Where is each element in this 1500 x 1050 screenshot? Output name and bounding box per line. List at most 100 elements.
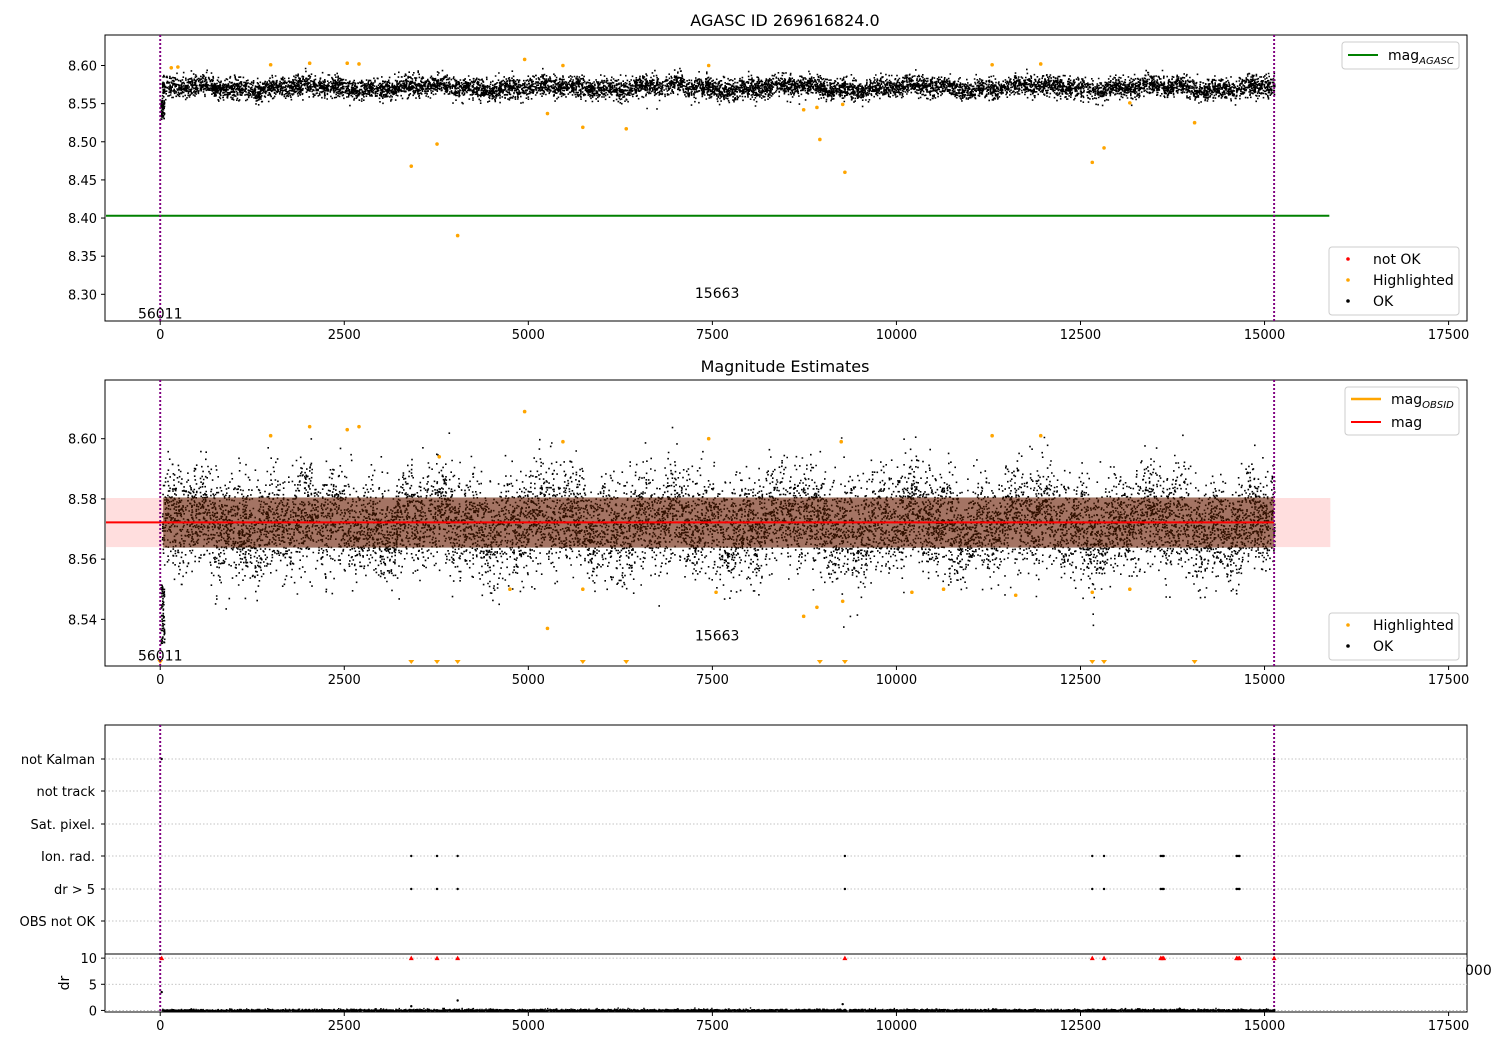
highlighted-point (176, 65, 180, 69)
highlighted-point (357, 62, 361, 66)
dr-capped-marker (1271, 955, 1277, 961)
highlighted-point (435, 142, 439, 146)
flag-point (1091, 887, 1094, 891)
x-tick-label: 17500 (1428, 673, 1469, 688)
flag-point (1238, 887, 1241, 891)
panel2-annotation-mid: 15663 (695, 628, 740, 644)
x-tick-label: 12500 (1060, 328, 1101, 343)
x-tick-label: 12500 (1060, 673, 1101, 688)
highlighted-point (307, 424, 312, 429)
legend-highlighted-marker (1346, 278, 1350, 282)
panel2-plot-area (106, 380, 1331, 666)
x-tick-label: 12500 (1060, 1019, 1101, 1034)
panel3-category-labels: not Kalman not track Sat. pixel. Ion. rad. d… (20, 753, 105, 930)
legend-agasc-label: magAGASC (1388, 48, 1454, 67)
dr-points (161, 1007, 1276, 1012)
flag-point (1162, 854, 1165, 858)
highlighted-point (990, 62, 994, 67)
x-tick-label: 10000 (876, 673, 917, 688)
dr-outlier (841, 1002, 844, 1006)
y-tick-label: 8.50 (68, 136, 97, 151)
legend2-ok-marker (1346, 644, 1350, 648)
flag-point (456, 854, 459, 858)
highlighted-point (345, 427, 350, 432)
y-tick-label: 8.58 (68, 493, 97, 508)
below-range-marker (1089, 660, 1096, 664)
x-tick-label: 10000 (876, 328, 917, 343)
highlighted-point (818, 137, 822, 142)
y-tick-label: 8.54 (68, 613, 97, 628)
y-tick-label: 8.55 (68, 98, 97, 113)
highlighted-point (508, 587, 512, 592)
x-tick-label: 5000 (512, 673, 545, 688)
dr-capped-marker (159, 955, 165, 961)
highlighted-point (815, 605, 819, 610)
panel1-title: AGASC ID 269616824.0 (690, 11, 879, 30)
flag-point (843, 854, 847, 858)
ok-points (160, 67, 1276, 120)
highlighted-point (1038, 433, 1043, 438)
x-tick-label: 7500 (696, 328, 729, 343)
below-range-marker (623, 660, 630, 664)
dr-capped-marker (455, 955, 461, 961)
highlighted-point (1013, 593, 1018, 598)
x-tick-label: 17500 (1428, 328, 1469, 343)
highlighted-point (839, 439, 844, 444)
x-tick-label: 0 (156, 673, 164, 688)
highlighted-point (522, 57, 527, 62)
y-tick-label: 8.30 (68, 288, 97, 303)
highlighted-point (581, 587, 585, 592)
panel1-legend-lines: magAGASC (1341, 41, 1460, 70)
y-tick-label: 8.35 (68, 250, 97, 265)
highlighted-point (801, 614, 806, 619)
highlighted-point (268, 62, 273, 67)
flag-point (435, 854, 439, 858)
highlighted-point (1102, 146, 1106, 150)
highlighted-point (545, 111, 550, 116)
panel3-stray-label: 000 (1465, 963, 1492, 979)
flag-category-label: OBS not OK (20, 915, 96, 930)
flag-category-label: not Kalman (21, 753, 95, 768)
legend2-highlighted-label: Highlighted (1373, 618, 1454, 634)
panel2-y-ticks: 8.54 8.56 8.58 8.60 (68, 433, 105, 628)
below-range-marker (454, 660, 461, 664)
legend-obsid-label: magOBSID (1391, 392, 1454, 411)
panel1-plot-area (106, 35, 1330, 321)
dr-capped-marker (434, 955, 440, 961)
y-tick-label: 8.60 (68, 433, 97, 448)
highlighted-point (714, 590, 718, 595)
highlighted-point (843, 170, 847, 175)
dr-outlier (160, 990, 163, 994)
x-tick-label: 2500 (328, 673, 361, 688)
panel3-flags-area (105, 725, 1467, 1012)
panel2-legend-points: Highlighted OK (1328, 612, 1460, 661)
x-tick-label: 0 (156, 328, 164, 343)
dr-outlier (456, 999, 459, 1002)
y-tick-label: 5 (89, 978, 97, 993)
flag-point (1238, 854, 1241, 858)
x-tick-label: 5000 (512, 1019, 545, 1034)
panel1-annotation-start: 56011 (138, 306, 183, 322)
below-range-marker (579, 660, 586, 664)
highlighted-point (941, 587, 946, 592)
highlighted-point (268, 433, 273, 438)
panel2-legend-lines: magOBSID mag (1344, 386, 1460, 436)
flag-point (1162, 887, 1165, 891)
agasc-panel: AGASC ID 269616824.0 0 2500 5000 7500 10000 1… (68, 11, 1469, 343)
highlighted-point (840, 102, 845, 107)
highlighted-point (706, 436, 711, 441)
y-tick-label: 8.56 (68, 553, 97, 568)
highlighted-point (1038, 62, 1043, 66)
legend-ok-label: OK (1373, 294, 1394, 310)
highlighted-point (624, 127, 629, 131)
legend-notok-marker (1346, 257, 1350, 261)
legend2-highlighted-marker (1346, 623, 1350, 627)
highlighted-point (990, 433, 994, 438)
below-range-marker (1191, 660, 1198, 664)
legend-mag-label: mag (1391, 415, 1422, 431)
x-tick-label: 15000 (1244, 673, 1285, 688)
highlighted-point (545, 626, 550, 631)
flag-point (843, 887, 847, 891)
highlighted-point (357, 424, 361, 429)
x-tick-label: 10000 (876, 1019, 917, 1034)
